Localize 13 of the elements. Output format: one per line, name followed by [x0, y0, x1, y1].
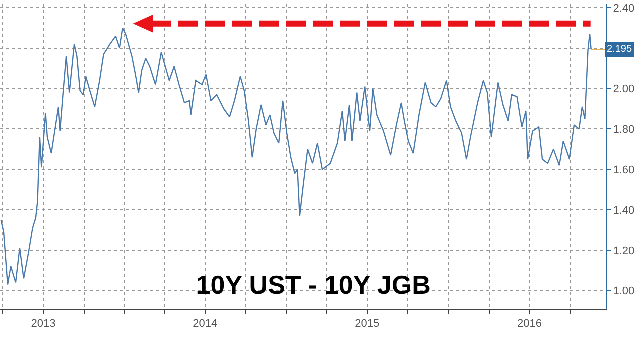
x-tick-label: 2016: [517, 318, 542, 330]
y-tick-label: 2.00: [613, 84, 635, 96]
y-tick-label: 1.80: [613, 124, 635, 136]
y-tick-label: 1.60: [613, 164, 635, 176]
y-tick-label: 1.00: [613, 286, 635, 298]
y-tick-label: 1.20: [613, 245, 635, 258]
y-tick-label: 1.40: [613, 204, 635, 217]
x-tick-label: 2014: [193, 318, 218, 330]
x-tick-label: 2013: [31, 318, 56, 330]
text: 10Y UST - 10Y JGB: [196, 270, 431, 300]
y-tick-label: 2.40: [613, 2, 635, 15]
annotation: 2.195: [607, 44, 632, 55]
x-tick-label: 2015: [355, 318, 380, 330]
